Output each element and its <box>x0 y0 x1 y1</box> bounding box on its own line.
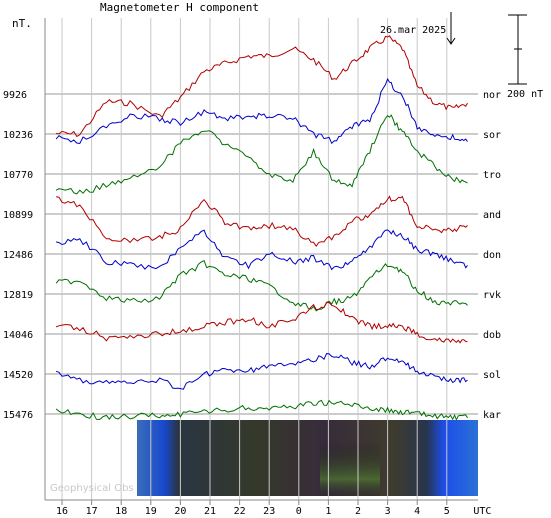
series-line-nor <box>56 35 468 138</box>
station-code-sor: sor <box>483 130 501 141</box>
baseline-label-nor: 9926 <box>3 90 27 101</box>
x-tick-label: 18 <box>115 506 127 517</box>
baseline-label-sol: 14520 <box>3 370 33 381</box>
x-tick-label: 17 <box>86 506 98 517</box>
x-axis-ticks: 16 17 18 19 20 21 22 23 0 1 2 3 4 5 UTC <box>56 500 491 517</box>
y-unit-label: nT. <box>12 17 32 30</box>
series-line-dob <box>55 301 468 344</box>
scale-bar <box>508 14 527 85</box>
station-codes: nor sor tro and don rvk dob sol kar <box>483 90 501 421</box>
baseline-label-and: 10899 <box>3 210 33 221</box>
station-code-don: don <box>483 250 501 261</box>
x-tick-label: 2 <box>355 506 361 517</box>
series-line-rvk <box>55 260 468 312</box>
series-line-sol <box>55 353 468 390</box>
scale-label: 200 nT <box>507 89 543 100</box>
x-tick-label: 1 <box>325 506 331 517</box>
x-tick-label: 3 <box>385 506 391 517</box>
series-line-tro <box>55 114 468 195</box>
series-line-don <box>55 229 468 271</box>
station-code-kar: kar <box>483 410 501 421</box>
x-tick-label: 16 <box>56 506 68 517</box>
series-group <box>55 35 468 421</box>
series-line-sor <box>55 77 468 145</box>
x-tick-label: 0 <box>296 506 302 517</box>
x-tick-label: 23 <box>263 506 275 517</box>
chart-title: Magnetometer H component <box>100 1 259 14</box>
plot-frame <box>44 18 478 501</box>
baseline-label-rvk: 12819 <box>3 290 33 301</box>
x-tick-label: 20 <box>174 506 186 517</box>
station-code-nor: nor <box>483 90 501 101</box>
series-line-kar <box>55 399 468 421</box>
station-code-sol: sol <box>483 370 501 381</box>
x-tick-label: 4 <box>414 506 420 517</box>
x-tick-label: 5 <box>444 506 450 517</box>
baseline-label-kar: 15476 <box>3 410 33 421</box>
x-tick-label: UTC <box>473 506 491 517</box>
current-time-arrow-icon <box>446 12 456 45</box>
baseline-label-sor: 10236 <box>3 130 33 141</box>
station-code-dob: dob <box>483 330 501 341</box>
x-tick-label: 21 <box>204 506 216 517</box>
station-code-rvk: rvk <box>483 290 501 301</box>
aurora-image-strip <box>137 420 478 496</box>
station-code-and: and <box>483 210 501 221</box>
x-tick-label: 22 <box>234 506 246 517</box>
date-label: 26.mar 2025 <box>380 25 446 36</box>
series-line-and <box>56 195 468 247</box>
station-code-tro: tro <box>483 170 501 181</box>
baseline-labels: 9926 10236 10770 10899 12486 12819 14046 14520 1… <box>3 90 33 421</box>
baseline-label-don: 12486 <box>3 250 33 261</box>
x-tick-label: 19 <box>145 506 157 517</box>
baseline-label-tro: 10770 <box>3 170 33 181</box>
baseline-label-dob: 14046 <box>3 330 33 341</box>
